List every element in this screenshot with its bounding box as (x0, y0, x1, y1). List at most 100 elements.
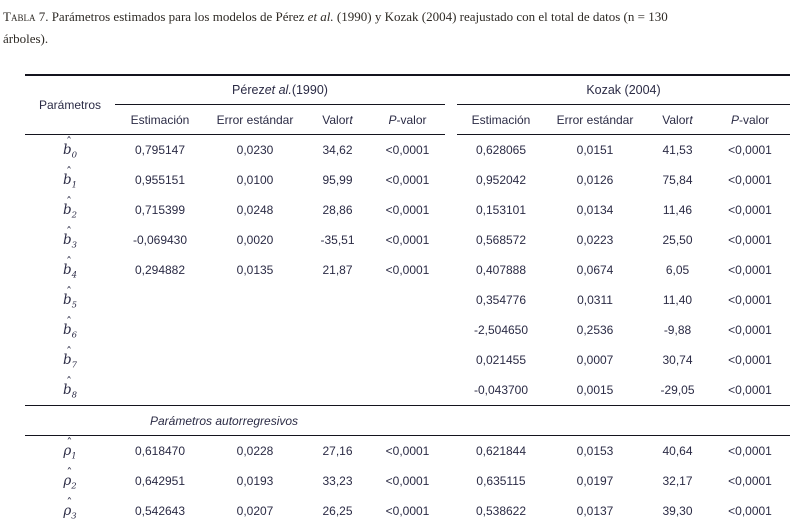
cell-kozak-estimacion: 0,952042 (475, 173, 527, 187)
param-subscript: 3 (71, 511, 77, 522)
cell-perez-error-estandar: 0,0100 (236, 173, 274, 187)
param-symbol: ˆ b4 (62, 254, 78, 281)
param-subscript: 5 (71, 300, 78, 311)
param-subscript: 4 (71, 270, 78, 281)
cell-kozak-p-valor: <0,0001 (728, 233, 772, 247)
cell-kozak-p-valor: <0,0001 (728, 263, 772, 277)
group-header-perez: Pérez et al. (1990) (115, 76, 445, 105)
cell-perez-error-estandar: 0,0135 (236, 263, 274, 277)
cell-param-b2: ˆ b2 (25, 195, 115, 225)
cell-kozak-valor-t: 40,64 (662, 444, 693, 458)
group-gap (445, 255, 457, 285)
group-gap (445, 135, 457, 165)
cell-kozak-estimacion: -0,043700 (473, 383, 529, 397)
section-label: Parámetros autorregresivos (150, 413, 299, 428)
hat-accent: ˆ (66, 435, 73, 450)
subheader-perez-estimacion: Estimación (115, 105, 205, 135)
param-symbol: ˆ b7 (62, 344, 78, 371)
table-row-b5: ˆ b5 0,354776 0,0311 11,40 <0,0001 (25, 285, 790, 315)
cell-kozak-estimacion: 0,153101 (475, 203, 527, 217)
group-gap (445, 285, 457, 315)
table-row-b2: ˆ b2 0,715399 0,0248 28,86 <0,0001 0,153101 0,0… (25, 195, 790, 225)
cell-kozak-error-estandar: 0,0134 (576, 203, 614, 217)
hat-accent: ˆ (65, 314, 72, 329)
cell-kozak-valor-t: 41,53 (662, 143, 693, 157)
cell-kozak-estimacion: 0,635115 (476, 474, 526, 488)
cell-perez-error-estandar (205, 315, 305, 345)
cell-perez-error-estandar: 0,0020 (236, 233, 274, 247)
table-body-main: ˆ b0 0,795147 0,0230 34,62 <0,0001 0,628065 0,0… (25, 135, 790, 405)
hat-accent: ˆ (66, 495, 73, 510)
cell-perez-p-valor: <0,0001 (385, 504, 430, 518)
cell-kozak-error-estandar: 0,0015 (576, 383, 614, 397)
text-part: árboles). (3, 31, 49, 46)
cell-param-b1: ˆ b1 (25, 165, 115, 195)
group-gap (445, 76, 457, 135)
table-row-rho3: ˆ ρ3 0,542643 0,0207 26,25 <0,0001 0,538622 0,0… (25, 496, 790, 522)
text-part: t (689, 112, 693, 127)
cell-kozak-estimacion: 0,538622 (475, 504, 527, 518)
group-gap (445, 496, 457, 522)
text-part: (1990) y Kozak (2004) reajustado con el … (333, 9, 668, 24)
cell-perez-p-valor: <0,0001 (385, 474, 430, 488)
cell-perez-estimacion: 0,294882 (134, 263, 186, 277)
table-row-b3: ˆ b3 -0,069430 0,0020 -35,51 <0,0001 0,568572 0… (25, 225, 790, 255)
group-gap (445, 466, 457, 496)
subheader-perez-valor-t: Valor t (305, 105, 370, 135)
text-part: Estimación (130, 112, 190, 127)
table-row-b0: ˆ b0 0,795147 0,0230 34,62 <0,0001 0,628065 0,0… (25, 135, 790, 165)
cell-perez-estimacion (115, 345, 205, 375)
text-part: Estimación (471, 112, 531, 127)
cell-perez-estimacion: 0,542643 (134, 504, 186, 518)
cell-perez-valor-t: 26,25 (322, 504, 353, 518)
table-row-b6: ˆ b6 -2,504650 0,2536 -9,88 <0,0001 (25, 315, 790, 345)
cell-perez-valor-t: 21,87 (322, 263, 353, 277)
param-symbol: ˆ b6 (62, 314, 78, 341)
param-symbol: ˆ ρ3 (63, 495, 77, 522)
table-row-rho2: ˆ ρ2 0,642951 0,0193 33,23 <0,0001 0,635115 0,0… (25, 466, 790, 496)
parameters-table: Parámetros Pérez et al. (1990) Kozak (20… (25, 74, 790, 522)
cell-perez-valor-t (305, 375, 370, 405)
cell-kozak-error-estandar: 0,0007 (576, 353, 614, 367)
cell-kozak-valor-t: 11,46 (662, 203, 693, 217)
param-subscript: 1 (71, 451, 77, 462)
cell-param-rho3: ˆ ρ3 (25, 496, 115, 522)
cell-perez-valor-t: 34,62 (322, 143, 353, 157)
param-symbol: ˆ b1 (62, 164, 78, 191)
cell-perez-valor-t (305, 315, 370, 345)
group-gap (445, 345, 457, 375)
cell-perez-valor-t (305, 345, 370, 375)
cell-perez-p-valor: <0,0001 (385, 203, 430, 217)
cell-param-b5: ˆ b5 (25, 285, 115, 315)
param-subscript: 2 (71, 481, 77, 492)
cell-kozak-p-valor: <0,0001 (728, 504, 772, 518)
group-header-kozak: Kozak (2004) (457, 76, 790, 105)
cell-kozak-error-estandar: 0,0197 (576, 474, 614, 488)
hat-accent: ˆ (65, 194, 72, 209)
cell-perez-p-valor (370, 315, 445, 345)
subheader-kozak-estimacion: Estimación (457, 105, 545, 135)
subheader-perez-error-estandar: Error estándar (205, 105, 305, 135)
cell-kozak-valor-t: 32,17 (662, 474, 693, 488)
cell-kozak-valor-t: -9,88 (663, 323, 692, 337)
cell-perez-p-valor: <0,0001 (385, 143, 430, 157)
cell-perez-estimacion (115, 285, 205, 315)
param-subscript: 2 (71, 210, 78, 221)
cell-param-b7: ˆ b7 (25, 345, 115, 375)
subheader-kozak-p-valor: P -valor (710, 105, 790, 135)
text-part: et al. (264, 83, 292, 97)
cell-param-b4: ˆ b4 (25, 255, 115, 285)
cell-kozak-error-estandar: 0,0137 (576, 504, 614, 518)
param-symbol: ˆ ρ2 (63, 465, 77, 492)
table-row-b7: ˆ b7 0,021455 0,0007 30,74 <0,0001 (25, 345, 790, 375)
param-symbol: ˆ b0 (62, 134, 78, 161)
cell-param-b6: ˆ b6 (25, 315, 115, 345)
cell-kozak-error-estandar: 0,0126 (576, 173, 614, 187)
cell-perez-estimacion (115, 375, 205, 405)
cell-kozak-estimacion: 0,021455 (475, 353, 527, 367)
cell-perez-p-valor: <0,0001 (385, 233, 430, 247)
group-gap (445, 165, 457, 195)
param-symbol: ˆ b3 (62, 224, 78, 251)
hat-accent: ˆ (66, 465, 73, 480)
